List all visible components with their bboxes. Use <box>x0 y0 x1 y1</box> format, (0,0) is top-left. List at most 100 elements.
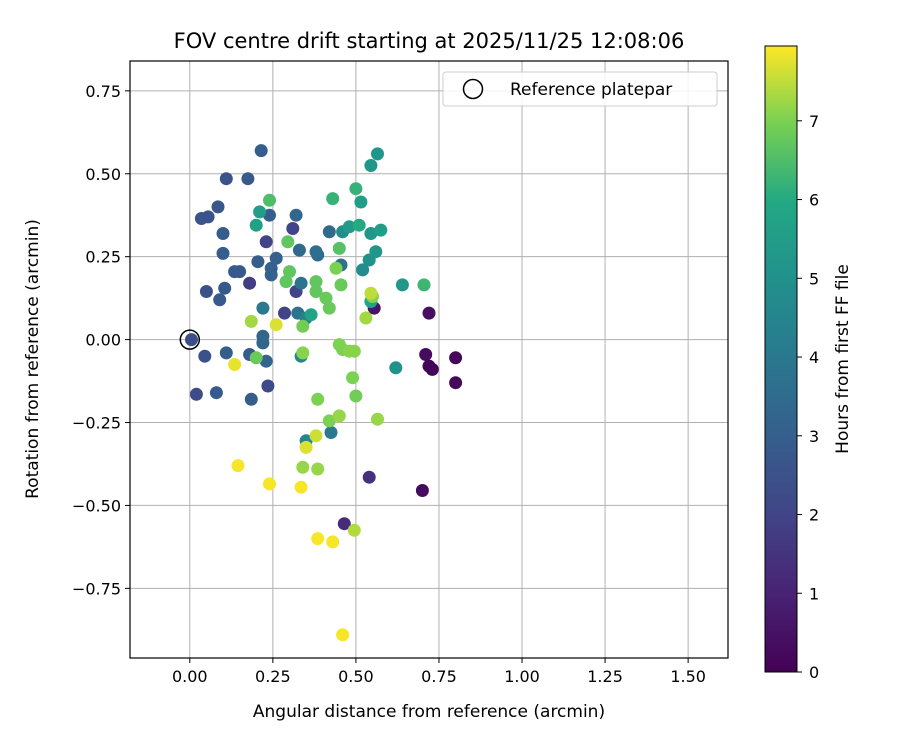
scatter-point <box>374 223 388 237</box>
scatter-point <box>322 301 336 315</box>
scatter-point <box>326 192 340 206</box>
x-tick-label: 0.25 <box>255 667 291 686</box>
scatter-point <box>309 285 323 298</box>
scatter-point <box>185 333 198 347</box>
reference-marker <box>179 329 201 350</box>
data-points <box>185 144 463 642</box>
scatter-point <box>309 429 323 443</box>
scatter-point <box>352 218 366 232</box>
scatter-point <box>243 276 257 290</box>
scatter-point <box>364 227 378 240</box>
scatter-point <box>228 358 242 371</box>
scatter-point <box>311 532 325 546</box>
scatter-point <box>319 291 333 305</box>
scatter-point <box>369 245 383 259</box>
scatter-point <box>309 245 323 259</box>
scatter-point <box>332 241 346 255</box>
scatter-point <box>371 147 384 161</box>
y-tick-label: −0.25 <box>72 414 121 433</box>
scatter-point <box>415 484 429 497</box>
scatter-point <box>218 281 232 295</box>
scatter-point <box>263 193 276 207</box>
scatter-point <box>329 261 343 275</box>
scatter-point <box>189 387 203 401</box>
legend-box <box>442 71 718 107</box>
x-tick-label: 1.00 <box>504 667 540 686</box>
scatter-point <box>296 346 310 360</box>
scatter-point <box>249 218 263 232</box>
scatter-point <box>326 535 340 549</box>
legend-reference-marker <box>462 78 484 100</box>
scatter-point <box>332 409 346 423</box>
x-tick-label: 1.25 <box>587 667 623 686</box>
x-tick-label: 0.00 <box>172 667 208 686</box>
scatter-point <box>449 351 463 365</box>
scatter-point <box>299 440 313 454</box>
scatter-point <box>233 265 247 279</box>
scatter-point <box>336 628 350 642</box>
scatter-point <box>419 348 433 361</box>
scatter-point <box>395 278 409 292</box>
scatter-point <box>253 205 267 219</box>
scatter-point <box>349 182 363 196</box>
scatter-point <box>292 243 306 257</box>
x-tick-label: 1.50 <box>670 667 706 686</box>
scatter-point <box>251 255 265 269</box>
colorbar-tick-label: 2 <box>809 506 819 525</box>
x-tick-label: 0.75 <box>421 667 457 686</box>
y-tick-label: 0.00 <box>85 331 121 350</box>
scatter-point <box>263 477 276 491</box>
scatter-point <box>294 480 308 494</box>
colorbar-ticks: 0 1 2 3 4 5 6 7 <box>797 112 819 682</box>
scatter-point <box>422 306 436 320</box>
plot-frame <box>129 60 729 659</box>
scatter-point <box>322 225 336 239</box>
scatter-point <box>362 470 376 484</box>
scatter-point <box>337 517 351 531</box>
scatter-point <box>294 276 308 290</box>
scatter-point <box>281 235 295 249</box>
scatter-point <box>269 318 283 332</box>
scatter-point <box>346 371 360 385</box>
y-tick-label: 0.25 <box>85 248 121 267</box>
scatter-point <box>347 344 361 358</box>
x-tick-label: 0.50 <box>338 667 374 686</box>
scatter-point <box>263 208 276 222</box>
y-axis-label: Rotation from reference (arcmin) <box>23 219 43 499</box>
scatter-point <box>334 278 348 292</box>
scatter-point <box>342 220 356 234</box>
grid-lines <box>130 61 728 658</box>
scatter-point <box>278 306 291 320</box>
reference-point <box>179 329 201 350</box>
scatter-point <box>256 301 270 315</box>
scatter-point <box>283 265 296 279</box>
scatter-point <box>244 392 258 406</box>
scatter-point <box>354 195 368 209</box>
scatter-point <box>322 414 336 428</box>
y-tick-label: 0.50 <box>85 165 121 184</box>
scatter-point <box>289 208 303 222</box>
scatter-point <box>213 293 227 307</box>
scatter-point <box>244 314 258 328</box>
scatter-point <box>259 235 273 249</box>
scatter-point <box>219 172 233 186</box>
scatter-point <box>241 172 255 186</box>
scatter-point <box>216 246 230 260</box>
colorbar-tick-label: 3 <box>809 427 819 446</box>
scatter-point <box>249 351 263 365</box>
axis-ticks: 0.00 0.25 0.50 0.75 1.00 1.25 1.50 0.75 0.50 0.25… <box>72 82 706 686</box>
y-tick-label: −0.75 <box>72 579 121 598</box>
scatter-point <box>231 459 245 473</box>
scatter-point <box>422 359 436 373</box>
scatter-point <box>359 311 373 325</box>
scatter-point <box>389 361 403 375</box>
x-axis-label: Angular distance from reference (arcmin) <box>253 702 605 722</box>
scatter-point <box>259 354 273 368</box>
colorbar-gradient <box>765 46 797 672</box>
scatter-point <box>216 227 230 240</box>
y-tick-label: −0.50 <box>72 496 121 515</box>
colorbar-tick-label: 6 <box>809 191 819 210</box>
colorbar-tick-label: 7 <box>809 112 819 131</box>
scatter-point <box>304 308 318 322</box>
colorbar: 0 1 2 3 4 5 6 7 Hours from first FF file <box>764 45 853 682</box>
